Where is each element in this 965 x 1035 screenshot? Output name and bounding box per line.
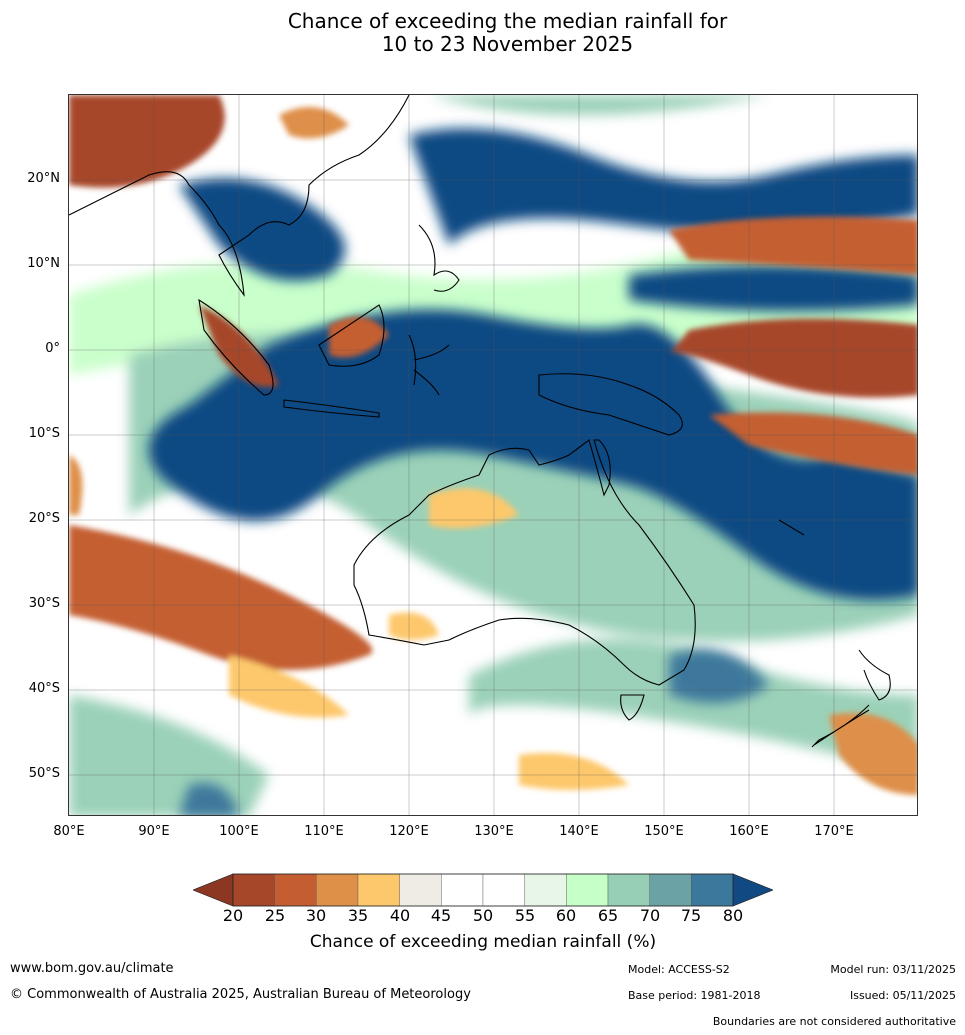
colorbar-tick: 75 <box>680 906 702 925</box>
issued-date: Issued: 05/11/2025 <box>849 989 956 1002</box>
title-line-1: Chance of exceeding the median rainfall … <box>287 9 728 33</box>
colorbar-segment <box>232 873 275 907</box>
colorbar-segment <box>357 873 400 907</box>
tasmania-coast <box>620 694 645 721</box>
colorbar-tick: 60 <box>555 906 577 925</box>
lon-label-130e: 130°E <box>474 824 514 839</box>
lon-label-120e: 120°E <box>389 824 429 839</box>
colorbar-tick: 50 <box>472 906 494 925</box>
model-run-date: Model run: 03/11/2025 <box>830 963 956 976</box>
lon-label-80e: 80°E <box>53 824 85 839</box>
new-caledonia-coast <box>778 519 805 536</box>
colorbar-segment <box>649 873 692 907</box>
colorbar-segment <box>524 873 567 907</box>
sulawesi-coast <box>408 334 450 396</box>
sumatra-coast <box>198 298 274 396</box>
colorbar-tick: 35 <box>347 906 369 925</box>
title-line-2: 10 to 23 November 2025 <box>381 32 634 56</box>
colorbar-segment <box>441 873 484 907</box>
graticule <box>69 95 917 815</box>
lat-label-20s: 20°S <box>28 511 60 526</box>
copyright-text: © Commonwealth of Australia 2025, Austra… <box>10 987 471 1002</box>
colorbar-tick: 40 <box>389 906 411 925</box>
new-zealand-coast <box>811 649 891 748</box>
lon-label-160e: 160°E <box>729 824 769 839</box>
lat-label-10n: 10°N <box>27 256 60 271</box>
colorbar-tick: 65 <box>597 906 619 925</box>
colorbar-segments <box>232 873 734 907</box>
colorbar-low-arrow <box>193 873 234 907</box>
lon-label-110e: 110°E <box>304 824 344 839</box>
colorbar-outline <box>232 873 734 907</box>
lon-label-170e: 170°E <box>814 824 854 839</box>
website-link[interactable]: www.bom.gov.au/climate <box>10 961 174 976</box>
map-title: Chance of exceeding the median rainfall … <box>0 10 965 56</box>
lon-label-90e: 90°E <box>138 824 170 839</box>
new-guinea-coast <box>538 373 683 436</box>
dry-anomaly-regions <box>69 95 917 795</box>
colorbar-segment <box>274 873 317 907</box>
colorbar-segment <box>566 873 609 907</box>
colorbar-segment <box>482 873 525 907</box>
philippines-coast <box>418 224 460 292</box>
colorbar-segment <box>691 873 734 907</box>
colorbar-tick: 70 <box>639 906 661 925</box>
lat-label-40s: 40°S <box>28 681 60 696</box>
lon-label-100e: 100°E <box>219 824 259 839</box>
wet-anomaly-regions <box>149 128 917 815</box>
coastlines <box>69 95 891 748</box>
colorbar-tick: 20 <box>222 906 244 925</box>
lat-label-10s: 10°S <box>28 426 60 441</box>
colorbar-tick: 45 <box>430 906 452 925</box>
boundaries-disclaimer: Boundaries are not considered authoritat… <box>712 1015 956 1028</box>
colorbar-label: Chance of exceeding median rainfall (%) <box>309 932 657 952</box>
model-name: Model: ACCESS-S2 <box>628 963 730 976</box>
colorbar-tick: 80 <box>722 906 744 925</box>
colorbar-segment <box>316 873 359 907</box>
colorbar <box>193 873 773 907</box>
asia-coast <box>69 95 410 297</box>
colorbar-tick: 30 <box>305 906 327 925</box>
lon-label-140e: 140°E <box>559 824 599 839</box>
colorbar-high-arrow <box>732 873 773 907</box>
lat-label-30s: 30°S <box>28 596 60 611</box>
colorbar-tick: 25 <box>264 906 286 925</box>
colorbar-segment <box>607 873 650 907</box>
lat-label-0: 0° <box>45 341 60 356</box>
lon-label-150e: 150°E <box>644 824 684 839</box>
lat-label-50s: 50°S <box>28 766 60 781</box>
colorbar-tick: 55 <box>514 906 536 925</box>
australia-coast <box>353 439 696 686</box>
borneo-coast <box>318 304 385 367</box>
rainfall-map <box>68 94 918 816</box>
base-period: Base period: 1981-2018 <box>628 989 761 1002</box>
java-coast <box>283 399 380 418</box>
colorbar-segment <box>399 873 442 907</box>
lat-label-20n: 20°N <box>27 171 60 186</box>
map-canvas <box>69 95 917 815</box>
